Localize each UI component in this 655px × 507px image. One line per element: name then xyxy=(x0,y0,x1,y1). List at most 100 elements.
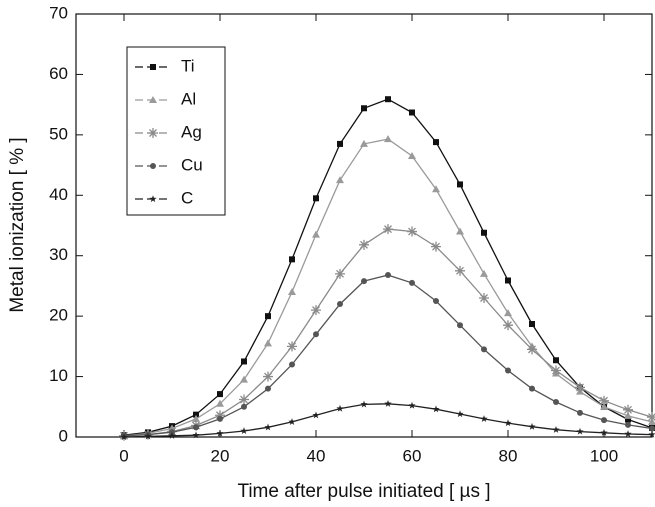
y-tick-label: 10 xyxy=(49,366,68,385)
marker xyxy=(337,140,343,147)
marker xyxy=(480,415,488,422)
legend-marker xyxy=(148,128,158,138)
marker xyxy=(480,269,488,277)
marker xyxy=(433,298,439,305)
marker xyxy=(289,361,295,368)
marker xyxy=(624,430,632,438)
y-axis-title: Metal ionization [ % ] xyxy=(7,137,28,312)
marker xyxy=(215,410,225,421)
y-tick-label: 0 xyxy=(59,426,68,445)
marker xyxy=(407,226,417,237)
x-tick-label: 40 xyxy=(307,446,326,465)
marker xyxy=(264,423,272,431)
marker xyxy=(239,394,249,405)
marker xyxy=(529,320,535,327)
marker xyxy=(648,430,655,438)
marker xyxy=(623,404,633,415)
marker xyxy=(336,176,344,184)
marker xyxy=(457,181,463,188)
marker xyxy=(313,195,319,202)
series-line xyxy=(123,274,653,437)
legend-box xyxy=(126,46,226,216)
marker xyxy=(408,152,416,160)
marker xyxy=(241,358,247,365)
marker xyxy=(192,431,200,439)
marker xyxy=(241,403,247,410)
marker xyxy=(120,433,128,441)
marker xyxy=(216,429,224,437)
marker xyxy=(313,331,319,338)
y-tick-label: 70 xyxy=(49,3,68,22)
x-tick-label: 0 xyxy=(119,446,128,465)
legend-marker xyxy=(149,96,157,103)
marker xyxy=(456,410,464,418)
marker xyxy=(312,411,320,419)
marker xyxy=(193,411,199,418)
marker xyxy=(409,109,415,116)
marker xyxy=(575,382,585,393)
marker xyxy=(359,239,369,250)
marker xyxy=(360,139,368,147)
marker xyxy=(361,278,367,285)
marker xyxy=(505,277,511,284)
marker xyxy=(335,268,345,279)
marker xyxy=(263,371,273,382)
marker xyxy=(192,414,200,422)
marker xyxy=(144,432,152,440)
marker xyxy=(551,365,561,376)
marker xyxy=(431,241,441,252)
marker xyxy=(504,309,512,317)
marker xyxy=(287,341,297,352)
marker xyxy=(455,265,465,276)
legend-label: Cu xyxy=(181,155,203,174)
marker xyxy=(503,320,513,331)
marker xyxy=(624,411,632,419)
marker xyxy=(385,272,391,279)
marker xyxy=(361,105,367,112)
marker xyxy=(505,367,511,374)
marker xyxy=(288,418,296,425)
marker xyxy=(240,427,248,435)
legend-label: Al xyxy=(181,89,196,108)
marker xyxy=(625,416,631,423)
legend-label: C xyxy=(181,188,193,207)
marker xyxy=(240,375,248,383)
x-tick-label: 80 xyxy=(499,446,518,465)
legend-label: Ag xyxy=(181,122,202,141)
marker xyxy=(217,415,223,422)
marker xyxy=(288,287,296,295)
y-tick-label: 60 xyxy=(49,64,68,83)
marker xyxy=(337,301,343,308)
marker xyxy=(383,224,393,235)
marker xyxy=(599,395,609,406)
marker xyxy=(647,412,655,423)
marker xyxy=(553,398,559,405)
marker xyxy=(336,404,344,412)
y-tick-label: 20 xyxy=(49,306,68,325)
marker xyxy=(600,402,608,410)
x-tick-label: 100 xyxy=(590,446,618,465)
marker xyxy=(625,421,631,428)
x-tick-label: 60 xyxy=(403,446,422,465)
marker xyxy=(193,424,199,431)
marker xyxy=(216,399,224,407)
marker xyxy=(479,293,489,304)
marker xyxy=(601,417,607,424)
marker xyxy=(312,230,320,238)
legend-marker xyxy=(150,163,156,169)
marker xyxy=(264,339,272,347)
marker xyxy=(649,425,655,432)
marker xyxy=(553,357,559,364)
marker xyxy=(552,425,560,433)
marker xyxy=(409,279,415,286)
y-tick-label: 30 xyxy=(49,245,68,264)
marker xyxy=(385,96,391,103)
legend-label: Ti xyxy=(181,56,195,75)
x-tick-label: 20 xyxy=(211,446,230,465)
legend-marker xyxy=(150,64,156,70)
marker xyxy=(384,135,392,143)
marker xyxy=(528,422,536,430)
marker xyxy=(529,385,535,392)
marker xyxy=(433,139,439,146)
marker xyxy=(265,385,271,392)
